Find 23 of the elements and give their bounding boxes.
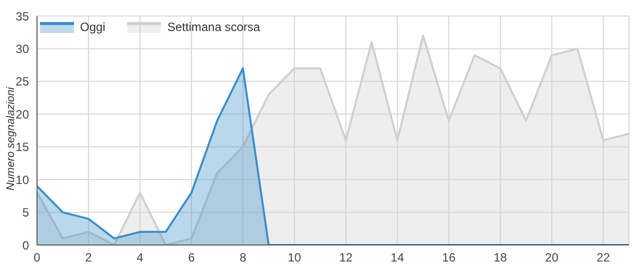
x-tick-label: 12 <box>339 250 353 265</box>
x-tick-label: 16 <box>442 250 456 265</box>
x-tick-label: 14 <box>390 250 404 265</box>
legend-label: Settimana scorsa <box>167 20 260 34</box>
y-axis-title: Numero segnalazioni <box>4 86 17 190</box>
legend-label: Oggi <box>80 20 106 34</box>
x-tick-label: 20 <box>545 250 559 265</box>
y-tick-label: 5 <box>22 206 30 220</box>
y-tick-label: 30 <box>16 42 30 56</box>
x-tick-label: 0 <box>34 250 41 265</box>
y-tick-label: 20 <box>16 107 30 122</box>
y-tick-label: 0 <box>22 238 30 252</box>
y-tick-label: 25 <box>16 74 30 89</box>
y-tick-label: 15 <box>16 140 30 154</box>
y-tick-label: 35 <box>16 9 30 24</box>
x-tick-label: 18 <box>494 250 508 265</box>
x-tick-label: 10 <box>288 250 302 265</box>
x-tick-label: 6 <box>188 250 196 265</box>
x-tick-label: 4 <box>136 250 144 265</box>
y-tick-label: 10 <box>16 172 30 187</box>
x-tick-label: 8 <box>240 250 247 265</box>
x-tick-label: 22 <box>596 250 610 265</box>
x-tick-label: 2 <box>85 250 92 265</box>
